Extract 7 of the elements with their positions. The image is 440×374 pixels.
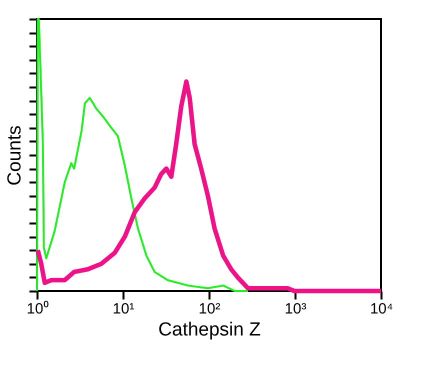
x-tick-label: 10¹	[112, 300, 134, 318]
x-tick-label: 10³	[284, 300, 306, 318]
x-axis-title: Cathepsin Z	[158, 320, 262, 340]
x-tick-label: 10⁴	[370, 300, 394, 318]
x-tick-label: 10²	[198, 300, 220, 318]
y-axis-title: Counts	[4, 125, 26, 186]
x-tick-label: 10⁰	[26, 300, 48, 318]
